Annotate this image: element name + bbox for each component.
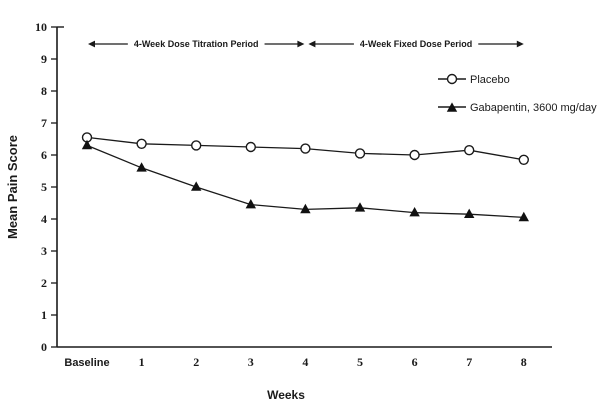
x-axis-tick-label: 6 [412, 355, 418, 369]
data-point-triangle-icon [354, 202, 366, 212]
legend-label: Placebo [470, 74, 510, 86]
y-axis-tick-label: 8 [41, 84, 47, 98]
arrowhead-left-icon [308, 40, 316, 48]
y-axis-tick-label: 3 [41, 244, 47, 258]
annotation-arrow: 4-Week Fixed Dose Period [308, 39, 524, 49]
x-axis-tick-label: 1 [139, 355, 145, 369]
legend-circle-icon [446, 73, 458, 85]
y-axis-tick-label: 4 [41, 212, 47, 226]
arrowhead-right-icon [516, 40, 524, 48]
x-axis-tick-label: 8 [521, 355, 527, 369]
series-placebo [81, 132, 529, 166]
y-axis-tick-label: 10 [35, 20, 47, 34]
data-point-circle-icon [518, 154, 529, 166]
annotation-label: 4-Week Dose Titration Period [134, 39, 259, 49]
x-axis-tick-label: Baseline [64, 357, 109, 369]
legend-item-gabapentin: Gabapentin, 3600 mg/day [438, 102, 597, 114]
annotation-label: 4-Week Fixed Dose Period [360, 39, 472, 49]
data-point-circle-icon [190, 140, 202, 151]
data-point-circle-icon [464, 144, 475, 156]
data-point-triangle-icon [81, 139, 93, 150]
y-axis-title: Mean Pain Score [5, 135, 20, 239]
y-axis-tick-label: 5 [41, 180, 47, 194]
legend: Placebo Gabapentin, 3600 mg/day [438, 73, 597, 114]
legend-item-placebo: Placebo [438, 73, 510, 86]
data-point-circle-icon [136, 138, 147, 150]
data-point-triangle-icon [518, 211, 529, 222]
x-axis-tick-label: 4 [302, 355, 308, 369]
data-point-triangle-icon [464, 208, 475, 218]
data-point-circle-icon [409, 149, 420, 161]
data-point-circle-icon [354, 148, 366, 159]
y-axis-tick-label: 1 [41, 308, 47, 322]
data-point-triangle-icon [191, 181, 202, 191]
arrowhead-left-icon [88, 40, 95, 48]
legend-label: Gabapentin, 3600 mg/day [470, 102, 597, 114]
data-point-triangle-icon [300, 203, 311, 214]
x-axis-tick-label: 3 [248, 355, 254, 369]
y-axis-tick-label: 0 [41, 340, 47, 354]
y-axis-tick-label: 7 [41, 116, 47, 130]
arrowhead-right-icon [297, 40, 305, 48]
x-axis-tick-label: 2 [193, 355, 199, 369]
data-point-circle-icon [300, 143, 311, 154]
x-axis-title: Weeks [267, 388, 305, 402]
series-gabapentin [81, 139, 529, 222]
data-point-triangle-icon [245, 199, 256, 209]
x-axis-tick-label: 7 [466, 355, 472, 369]
y-axis-tick-label: 2 [41, 276, 47, 290]
data-point-circle-icon [245, 141, 257, 153]
legend-triangle-icon [446, 102, 458, 112]
data-point-triangle-icon [136, 162, 147, 172]
y-axis-tick-label: 6 [41, 148, 47, 162]
data-point-triangle-icon [409, 207, 420, 217]
annotation-arrow: 4-Week Dose Titration Period [88, 39, 305, 49]
x-axis-tick-label: 5 [357, 355, 363, 369]
y-axis-tick-label: 9 [41, 52, 47, 66]
